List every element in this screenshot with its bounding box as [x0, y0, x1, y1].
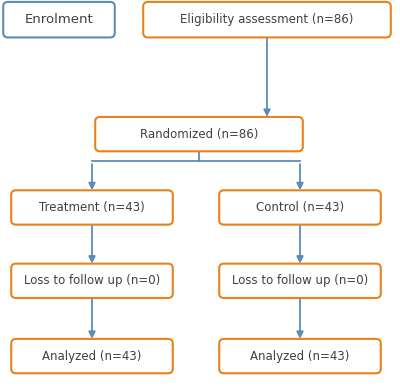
Text: Analyzed (n=43): Analyzed (n=43): [250, 350, 350, 362]
FancyBboxPatch shape: [219, 264, 381, 298]
Text: Loss to follow up (n=0): Loss to follow up (n=0): [24, 274, 160, 287]
FancyBboxPatch shape: [95, 117, 303, 151]
FancyBboxPatch shape: [219, 190, 381, 225]
Text: Analyzed (n=43): Analyzed (n=43): [42, 350, 142, 362]
FancyBboxPatch shape: [11, 339, 173, 373]
FancyBboxPatch shape: [3, 2, 115, 37]
Text: Treatment (n=43): Treatment (n=43): [39, 201, 145, 214]
Text: Control (n=43): Control (n=43): [256, 201, 344, 214]
FancyBboxPatch shape: [11, 264, 173, 298]
FancyBboxPatch shape: [219, 339, 381, 373]
Text: Eligibility assessment (n=86): Eligibility assessment (n=86): [180, 13, 354, 26]
Text: Enrolment: Enrolment: [25, 13, 93, 26]
Text: Loss to follow up (n=0): Loss to follow up (n=0): [232, 274, 368, 287]
Text: Randomized (n=86): Randomized (n=86): [140, 128, 258, 141]
FancyBboxPatch shape: [11, 190, 173, 225]
FancyBboxPatch shape: [143, 2, 391, 37]
